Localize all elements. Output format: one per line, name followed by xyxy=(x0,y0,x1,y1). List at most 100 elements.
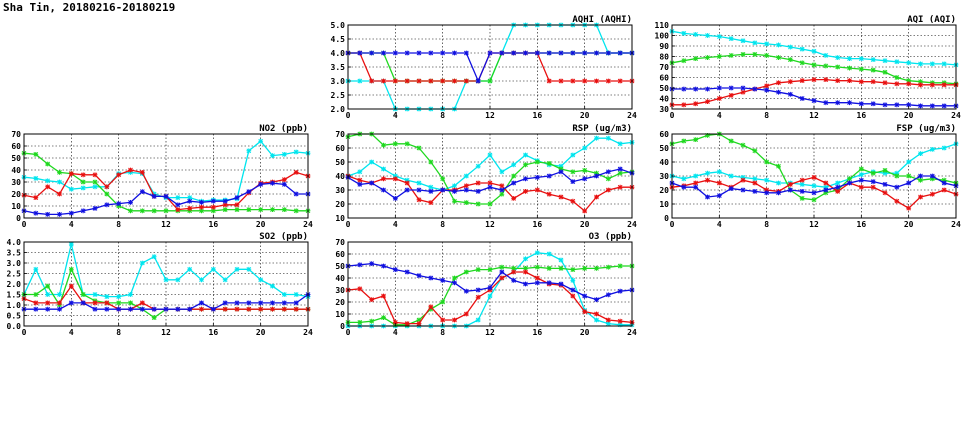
so2-xtick-label: 12 xyxy=(161,328,171,337)
aqhi-chart: 0 4 8 12 16 20 24 2.0 2.5 3.0 3.5 4.0 4.5 5.0 AQHI (AQ… xyxy=(331,15,637,120)
no2-data-point xyxy=(270,153,275,158)
no2-xtick-label: 24 xyxy=(303,220,313,229)
aqi-data-point xyxy=(728,85,734,91)
aqi-data-point xyxy=(705,33,710,38)
aqhi-data-point xyxy=(428,78,434,84)
rsp-ytick-label: 50 xyxy=(335,158,345,167)
so2-data-point xyxy=(128,292,133,297)
aqhi-data-point xyxy=(582,78,588,84)
aqi-ytick-label: 30 xyxy=(659,105,669,114)
o3-data-point xyxy=(534,250,540,256)
fsp-data-point xyxy=(716,169,722,175)
no2-ytick-label: 30 xyxy=(11,178,21,187)
no2-data-point xyxy=(222,202,228,208)
fsp-data-point xyxy=(858,177,864,183)
rsp-ytick-label: 20 xyxy=(335,200,345,209)
fsp-data-point xyxy=(918,173,923,179)
rsp-data-point xyxy=(523,176,528,182)
aqi-xtick-label: 16 xyxy=(857,111,867,120)
o3-xtick-label: 4 xyxy=(393,328,398,337)
aqi-data-point xyxy=(705,55,710,60)
aqi-data-point xyxy=(693,86,699,92)
aqi-data-point xyxy=(906,78,912,84)
so2-data-point xyxy=(175,306,181,312)
rsp-data-point xyxy=(594,173,599,179)
o3-data-point xyxy=(487,267,493,272)
aqhi-data-point xyxy=(428,50,434,56)
o3-data-point xyxy=(570,278,576,283)
fsp-data-point xyxy=(764,187,770,193)
so2-data-point xyxy=(128,306,133,312)
o3-data-point xyxy=(416,273,422,278)
so2-data-point xyxy=(293,300,299,306)
aqi-data-point xyxy=(894,81,900,87)
aqi-data-point xyxy=(918,61,923,67)
o3-data-point xyxy=(381,315,386,320)
aqhi-data-point xyxy=(617,50,623,56)
so2-data-point xyxy=(293,292,299,297)
so2-data-point xyxy=(92,306,98,312)
o3-data-point xyxy=(357,320,363,325)
aqhi-data-point xyxy=(558,78,564,84)
aqi-data-point xyxy=(894,59,900,65)
so2-data-point xyxy=(175,277,181,283)
aqhi-data-point xyxy=(440,78,446,84)
no2-data-point xyxy=(45,161,51,167)
no2-data-point xyxy=(33,152,39,157)
no2-data-point xyxy=(80,179,86,185)
so2-data-point xyxy=(199,277,204,283)
aqi-data-point xyxy=(870,79,876,85)
aqi-data-point xyxy=(882,58,888,64)
rsp-data-point xyxy=(546,161,552,166)
no2-data-point xyxy=(139,208,145,214)
aqi-data-point xyxy=(776,80,781,86)
aqi-data-point xyxy=(776,55,781,60)
no2-data-point xyxy=(68,210,74,216)
so2-data-point xyxy=(139,260,145,266)
so2-data-point xyxy=(33,266,39,272)
aqi-data-point xyxy=(752,52,758,57)
rsp-chart: 0 4 8 12 16 20 24 10 20 30 40 50 60 70 RSP (ug/m3) xyxy=(335,124,637,229)
rsp-xtick-label: 24 xyxy=(627,220,637,229)
no2-data-point xyxy=(92,206,98,211)
aqhi-ytick-label: 5.0 xyxy=(331,21,346,30)
no2-data-point xyxy=(45,178,51,184)
so2-data-point xyxy=(234,306,240,312)
fsp-data-point xyxy=(811,183,817,189)
fsp-data-point xyxy=(823,190,829,196)
aqhi-data-point xyxy=(558,50,564,56)
o3-data-point xyxy=(523,281,528,287)
aqi-data-point xyxy=(847,100,852,106)
no2-data-point xyxy=(68,186,74,192)
no2-data-point xyxy=(92,184,98,190)
aqi-ytick-label: 110 xyxy=(655,21,670,30)
no2-data-point xyxy=(151,208,157,214)
aqhi-data-point xyxy=(617,78,623,84)
no2-data-point xyxy=(139,189,145,194)
no2-xtick-label: 4 xyxy=(69,220,74,229)
no2-data-point xyxy=(104,202,110,208)
fsp-ytick-label: 60 xyxy=(659,130,669,139)
aqi-data-point xyxy=(716,34,722,39)
so2-ytick-label: 1.5 xyxy=(7,291,22,300)
no2-data-point xyxy=(57,170,62,175)
aqhi-data-point xyxy=(404,78,410,84)
o3-data-point xyxy=(452,317,457,323)
rsp-data-point xyxy=(511,162,517,168)
o3-data-point xyxy=(594,297,599,302)
aqi-data-point xyxy=(882,102,888,108)
no2-data-point xyxy=(199,208,204,214)
so2-ytick-label: 2.5 xyxy=(7,270,22,279)
rsp-data-point xyxy=(452,183,457,189)
so2-ytick-label: 1.0 xyxy=(7,301,22,310)
aqi-series-cyan xyxy=(669,28,959,68)
so2-data-point xyxy=(116,294,122,299)
fsp-data-point xyxy=(835,184,841,190)
aqhi-data-point xyxy=(570,78,576,84)
no2-data-point xyxy=(104,184,110,190)
no2-data-point xyxy=(210,204,216,210)
so2-data-point xyxy=(199,300,204,306)
no2-data-point xyxy=(199,204,204,210)
fsp-data-point xyxy=(918,177,923,183)
o3-data-point xyxy=(381,293,386,299)
